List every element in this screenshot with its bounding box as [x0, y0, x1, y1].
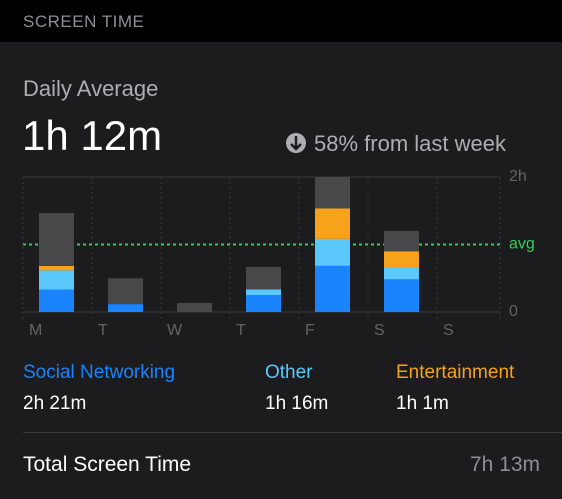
change-text: 58% from last week: [314, 131, 506, 156]
bar-segment: [39, 265, 74, 271]
legend-total: 1h 16m: [265, 393, 329, 414]
bar-segment: [384, 231, 419, 252]
bar-segment: [246, 295, 281, 312]
x-tick-label: S: [443, 322, 454, 339]
bar-segment: [39, 270, 74, 290]
y-tick-label: 2h: [509, 168, 527, 185]
legend-total: 2h 21m: [23, 393, 87, 414]
header: SCREEN TIME: [0, 0, 562, 42]
x-tick-label: T: [236, 322, 246, 339]
x-tick-label: T: [98, 322, 108, 339]
bar-segment: [177, 303, 212, 312]
divider: [23, 432, 562, 433]
x-tick-label: F: [305, 322, 315, 339]
legend-entry: Entertainment: [396, 362, 515, 383]
bar-segment: [108, 304, 143, 312]
total-label: Total Screen Time: [23, 453, 192, 476]
bar-segment: [384, 267, 419, 280]
bar-segment: [39, 213, 74, 266]
header-title: SCREEN TIME: [23, 12, 145, 31]
x-tick-label: W: [167, 322, 183, 339]
bar-segment: [108, 278, 143, 305]
daily-average-label: Daily Average: [23, 76, 159, 101]
bar-segment: [384, 251, 419, 267]
bar-segment: [315, 265, 350, 312]
legend-entry: Other: [265, 362, 313, 383]
y-tick-label: avg: [509, 236, 535, 253]
bar-segment: [315, 238, 350, 266]
bar-segment: [315, 208, 350, 239]
legend-entry: Social Networking: [23, 362, 176, 383]
bar-segment: [246, 289, 281, 296]
x-tick-label: S: [374, 322, 385, 339]
x-tick-label: M: [29, 322, 42, 339]
daily-average-value: 1h 12m: [22, 112, 163, 159]
total-value: 7h 13m: [469, 453, 540, 476]
bar-segment: [315, 177, 350, 209]
y-tick-label: 0: [509, 303, 518, 320]
bar-segment: [246, 267, 281, 290]
bar-segment: [39, 289, 74, 312]
bar-segment: [384, 279, 419, 312]
legend-total: 1h 1m: [396, 393, 449, 414]
